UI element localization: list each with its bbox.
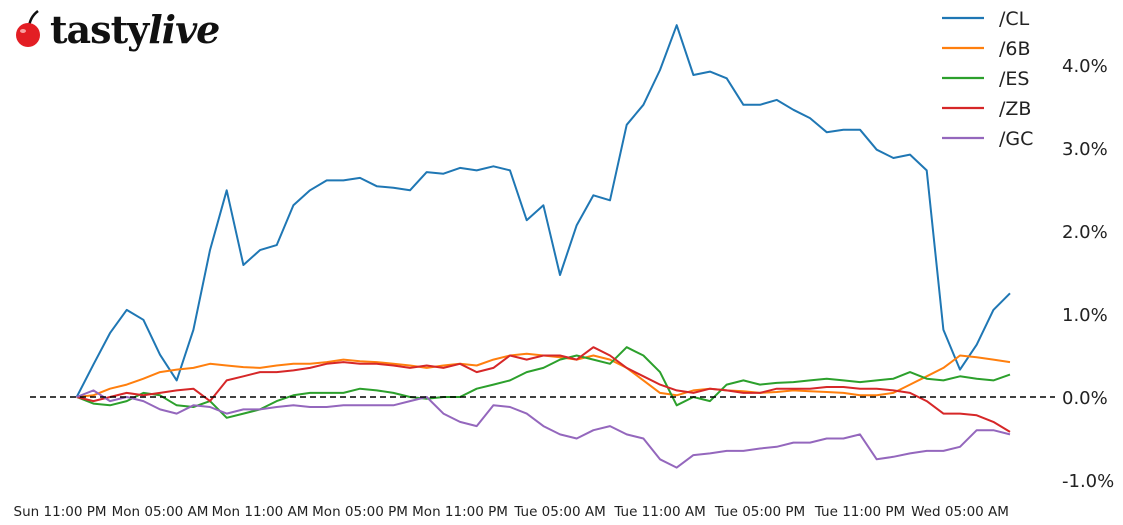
logo-text: tastylive bbox=[50, 6, 220, 52]
y-tick-label: -1.0% bbox=[1062, 471, 1114, 492]
y-tick-label: 3.0% bbox=[1062, 139, 1108, 160]
x-tick-label: Mon 05:00 PM bbox=[312, 504, 408, 520]
legend-item: /GC bbox=[942, 128, 1033, 150]
legend-item: /CL bbox=[942, 8, 1030, 30]
legend-label: /ZB bbox=[999, 98, 1031, 120]
series-line-6b bbox=[76, 352, 1011, 398]
legend-item: /ES bbox=[942, 68, 1029, 90]
x-tick-label: Tue 11:00 PM bbox=[814, 504, 905, 520]
legend-label: /GC bbox=[999, 128, 1033, 150]
x-tick-label: Wed 05:00 AM bbox=[911, 504, 1009, 520]
y-tick-label: 4.0% bbox=[1062, 56, 1108, 77]
tastylive-logo: tastylive bbox=[12, 4, 220, 54]
legend-label: /CL bbox=[999, 8, 1030, 30]
series-line-zb bbox=[76, 346, 1011, 433]
series-line-gc bbox=[76, 389, 1011, 469]
series-line-es bbox=[76, 346, 1011, 419]
y-tick-label: 0.0% bbox=[1062, 388, 1108, 409]
x-tick-label: Tue 11:00 AM bbox=[613, 504, 705, 520]
x-tick-label: Mon 11:00 AM bbox=[212, 504, 309, 520]
legend-label: /ES bbox=[999, 68, 1029, 90]
legend-item: /6B bbox=[942, 38, 1031, 60]
y-tick-label: 1.0% bbox=[1062, 305, 1108, 326]
legend-label: /6B bbox=[999, 38, 1031, 60]
x-tick-label: Tue 05:00 AM bbox=[513, 504, 605, 520]
series-line-cl bbox=[75, 24, 1011, 398]
y-tick-label: 2.0% bbox=[1062, 222, 1108, 243]
legend-item: /ZB bbox=[942, 98, 1031, 120]
cherry-icon bbox=[16, 10, 40, 47]
x-tick-label: Sun 11:00 PM bbox=[14, 504, 107, 520]
x-tick-label: Mon 05:00 AM bbox=[112, 504, 209, 520]
x-tick-label: Mon 11:00 PM bbox=[412, 504, 508, 520]
x-tick-label: Tue 05:00 PM bbox=[714, 504, 805, 520]
